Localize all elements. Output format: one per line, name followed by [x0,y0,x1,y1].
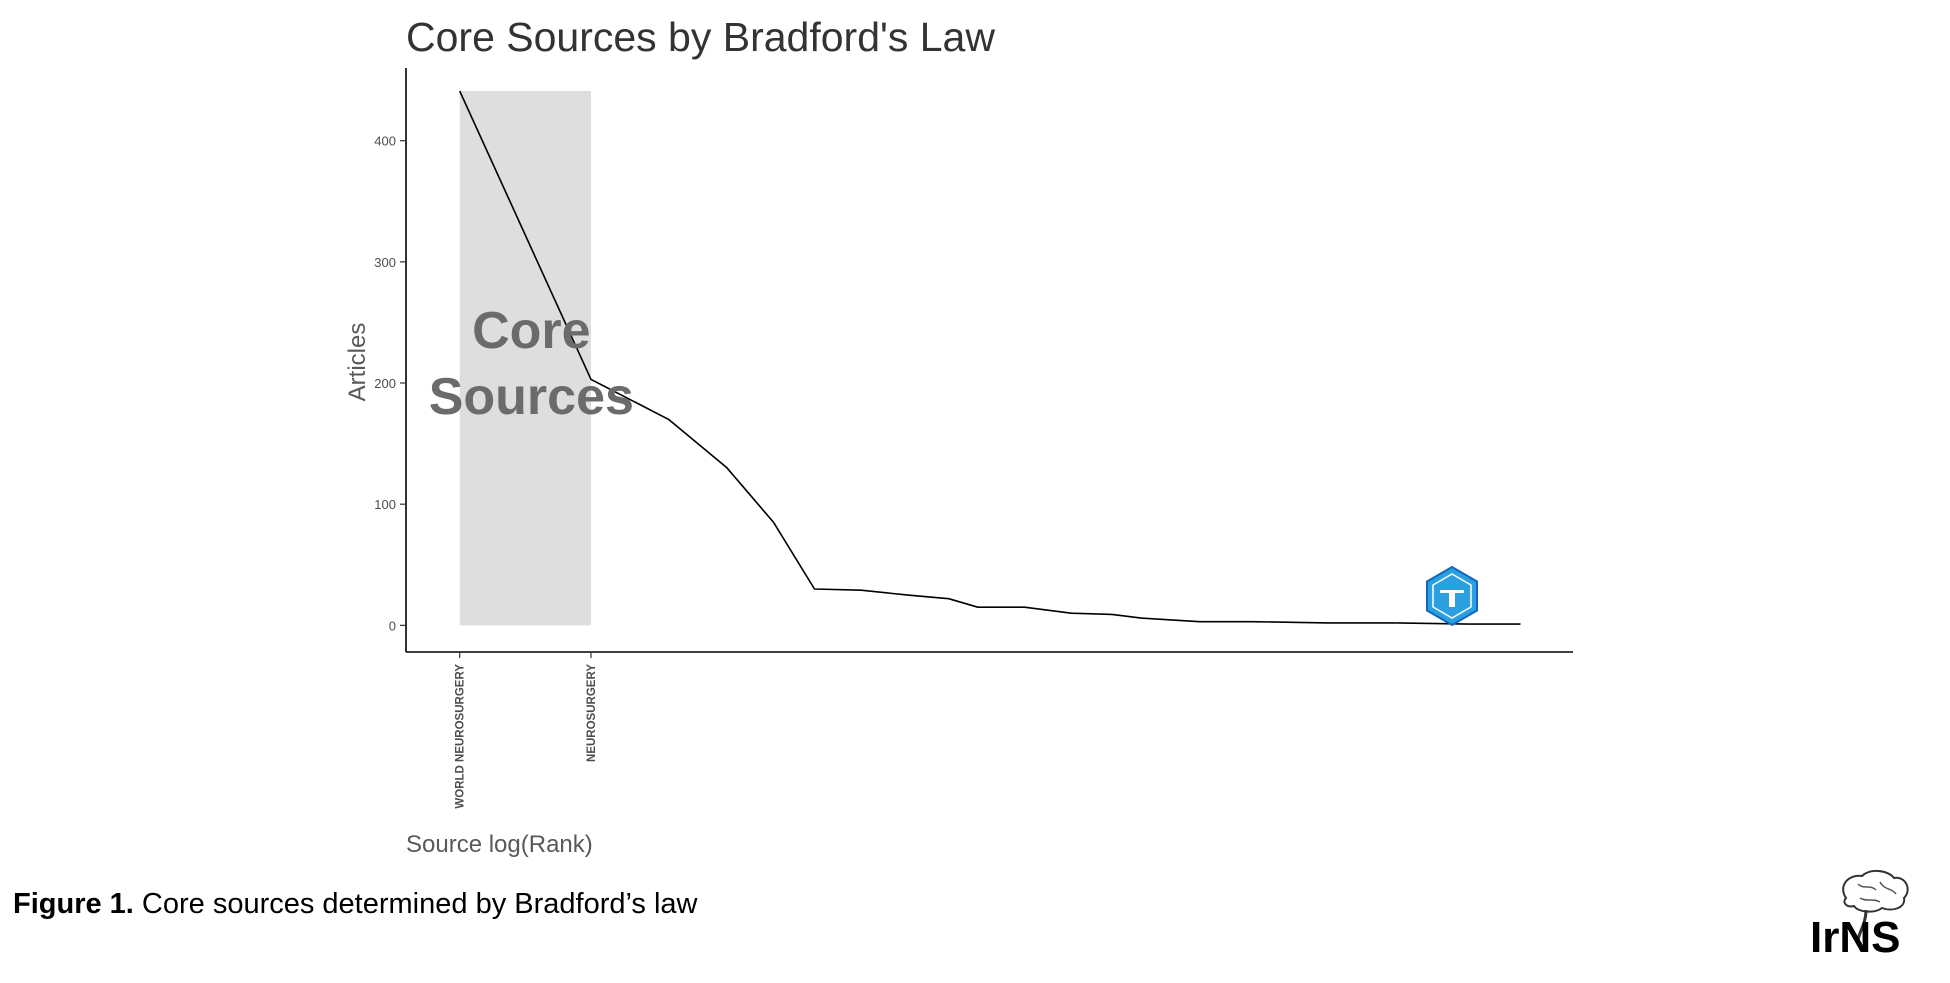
axis-layer: 0 100 200 300 400 WORLD NEUROSURGERY NEUROSURG… [374,68,1573,809]
y-tick-label: 100 [374,497,396,512]
y-tick-label: 0 [389,618,396,633]
core-sources-zone [459,91,591,626]
figure-caption: Figure 1. Core sources determined by Bra… [13,888,697,921]
x-category-label: WORLD NEUROSURGERY [455,664,467,809]
y-tick-label: 400 [374,134,396,149]
core-zone-layer [459,91,591,626]
series-layer: Core Sources [429,90,1521,625]
core-zone-label-line1: Core [472,302,590,360]
figure-number: Figure 1. [13,888,134,920]
y-axis-label: Articles [344,323,371,402]
x-category-label: NEUROSURGERY [586,664,598,762]
caption-text: Core sources determined by Bradford’s la… [133,888,698,920]
logo-text: IrNS [1810,913,1900,958]
hexagon-badge-icon [1426,565,1478,627]
chart-title: Core Sources by Bradford's Law [406,14,995,60]
y-tick-label: 300 [374,255,396,270]
series-line [458,90,1521,625]
core-zone-label-line2: Sources [429,368,634,426]
x-axis-label: Source log(Rank) [406,831,593,858]
brain-spine-logo-icon: IrNS [1810,870,1909,958]
y-tick-label: 200 [374,376,396,391]
